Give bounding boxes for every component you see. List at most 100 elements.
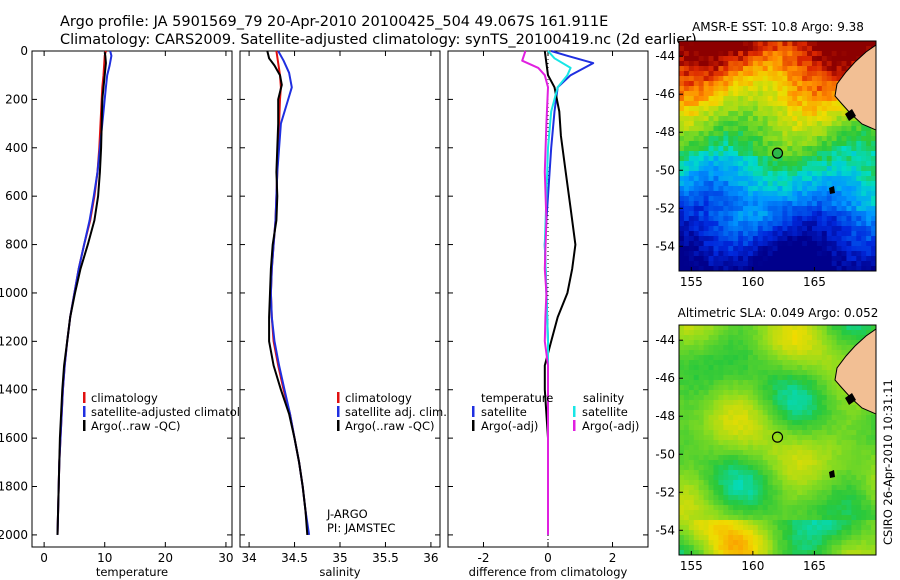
map-cell xyxy=(693,515,700,521)
map-cell xyxy=(782,126,788,132)
map-cell xyxy=(723,261,729,267)
map-cell xyxy=(762,101,769,107)
map-cell xyxy=(816,201,823,207)
map-cell xyxy=(738,206,744,212)
map-cell xyxy=(797,141,803,147)
map-cell xyxy=(757,505,764,511)
map-cell xyxy=(718,480,724,486)
map-cell xyxy=(821,375,828,381)
map-cell xyxy=(693,435,700,441)
map-cell xyxy=(747,495,754,501)
map-cell xyxy=(728,106,734,112)
x-tick-label: 165 xyxy=(803,559,826,573)
map-cell xyxy=(693,505,700,511)
map-cell xyxy=(683,385,690,391)
map-cell xyxy=(836,475,843,481)
x-tick-label: 34 xyxy=(241,551,256,565)
map-cell xyxy=(723,485,729,491)
map-cell xyxy=(693,206,700,212)
map-cell xyxy=(831,211,838,217)
map-cell xyxy=(772,400,779,406)
map-cell xyxy=(747,435,754,441)
map-cell xyxy=(846,156,852,162)
map-cell xyxy=(787,256,793,262)
map-cell xyxy=(826,261,833,267)
temperature-xlabel: temperature xyxy=(96,565,168,579)
map-cell xyxy=(733,246,739,252)
map-cell xyxy=(782,131,788,137)
map-cell xyxy=(718,500,724,506)
y-tick-label: -50 xyxy=(655,163,675,177)
map-cell xyxy=(728,71,734,77)
map-cell xyxy=(846,236,852,242)
map-cell xyxy=(807,226,813,232)
map-cell xyxy=(698,81,705,87)
map-cell xyxy=(698,71,705,77)
map-cell xyxy=(752,101,759,107)
map-cell xyxy=(792,61,798,67)
map-cell xyxy=(713,136,719,142)
map-cell xyxy=(718,380,724,386)
map-cell xyxy=(713,465,719,471)
map-cell xyxy=(698,76,705,82)
map-cell xyxy=(782,425,788,431)
map-cell xyxy=(713,435,719,441)
map-cell xyxy=(757,440,764,446)
map-cell xyxy=(708,96,715,102)
map-cell xyxy=(767,365,774,371)
map-cell xyxy=(679,385,685,391)
map-cell xyxy=(693,550,700,555)
map-cell xyxy=(797,196,803,202)
map-cell xyxy=(787,71,793,77)
map-cell xyxy=(683,221,690,227)
map-cell xyxy=(807,186,813,192)
map-cell xyxy=(772,141,779,147)
map-cell xyxy=(826,251,833,257)
map-cell xyxy=(757,465,764,471)
map-cell xyxy=(718,96,724,102)
map-cell xyxy=(767,405,774,411)
map-cell xyxy=(836,445,843,451)
map-cell xyxy=(698,540,705,546)
map-cell xyxy=(747,505,754,511)
map-cell xyxy=(856,241,862,247)
map-cell xyxy=(683,196,690,202)
map-cell xyxy=(762,256,769,262)
map-cell xyxy=(802,111,808,117)
map-cell xyxy=(733,365,739,371)
map-cell xyxy=(807,470,813,476)
map-cell xyxy=(787,206,793,212)
map-cell xyxy=(851,46,857,52)
map-cell xyxy=(871,430,876,436)
map-cell xyxy=(856,256,862,262)
map-cell xyxy=(723,530,729,536)
map-cell xyxy=(792,370,798,376)
map-cell xyxy=(723,176,729,182)
map-cell xyxy=(826,81,833,87)
map-cell xyxy=(811,465,818,471)
map-cell xyxy=(841,216,848,222)
map-cell xyxy=(777,425,784,431)
map-cell xyxy=(703,116,710,122)
map-cell xyxy=(747,221,754,227)
map-cell xyxy=(738,425,744,431)
legend-swatch-satellite xyxy=(337,406,340,417)
map-cell xyxy=(797,345,803,351)
map-cell xyxy=(826,236,833,242)
map-cell xyxy=(802,231,808,237)
map-cell xyxy=(826,485,833,491)
map-cell xyxy=(762,236,769,242)
map-cell xyxy=(792,231,798,237)
map-cell xyxy=(703,410,710,416)
map-cell xyxy=(713,41,719,47)
map-cell xyxy=(743,66,749,72)
map-cell xyxy=(698,530,705,536)
map-cell xyxy=(688,51,695,57)
map-cell xyxy=(747,151,754,157)
map-cell xyxy=(767,420,774,426)
map-cell xyxy=(816,425,823,431)
map-cell xyxy=(698,435,705,441)
map-cell xyxy=(738,435,744,441)
map-cell xyxy=(772,121,779,127)
map-cell xyxy=(851,171,857,177)
